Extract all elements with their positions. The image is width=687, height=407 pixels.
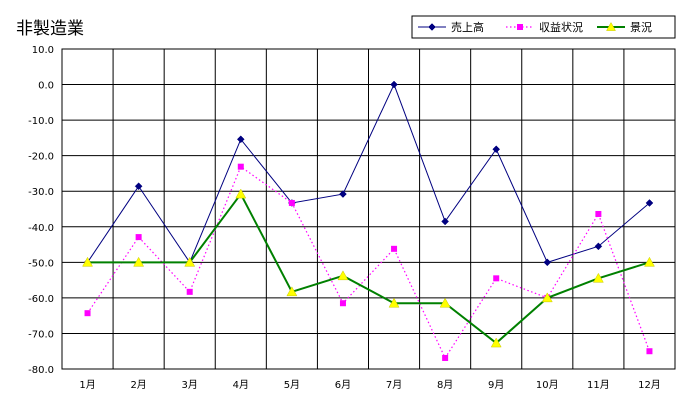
x-tick-label: 6月 xyxy=(335,379,351,391)
data-point-triangle xyxy=(235,188,247,199)
x-tick-label: 1月 xyxy=(79,379,95,391)
vertical-gridlines xyxy=(112,49,625,369)
series-line xyxy=(87,83,650,264)
series-layer xyxy=(82,80,655,361)
x-tick-label: 8月 xyxy=(437,379,453,391)
data-point-diamond xyxy=(390,80,398,89)
x-tick-label: 3月 xyxy=(182,379,198,391)
data-point-triangle xyxy=(184,256,196,267)
data-point-triangle xyxy=(439,297,451,308)
data-point-diamond xyxy=(594,242,603,251)
data-point-diamond xyxy=(543,258,552,267)
y-tick-label: 0.0 xyxy=(38,81,54,92)
data-point-square xyxy=(237,163,244,170)
x-tick-label: 11月 xyxy=(587,379,610,391)
chart-title: 非製造業 xyxy=(16,19,84,39)
y-tick-label: -20.0 xyxy=(28,152,54,163)
legend-box xyxy=(411,15,676,39)
y-tick-label: -60.0 xyxy=(28,294,54,305)
data-point-square xyxy=(646,348,653,355)
data-point-square xyxy=(493,275,500,282)
data-point-square xyxy=(339,300,346,307)
legend: 売上高 収益状況 景況 xyxy=(411,15,676,39)
y-tick-label: -10.0 xyxy=(28,116,54,127)
legend-label: 収益状況 xyxy=(539,20,583,34)
data-point-square xyxy=(391,245,398,252)
data-point-triangle xyxy=(541,292,553,303)
data-point-triangle xyxy=(286,286,298,297)
data-point-diamond xyxy=(645,199,654,207)
data-point-triangle xyxy=(337,270,349,281)
horizontal-gridlines xyxy=(62,84,675,334)
x-tick-label: 2月 xyxy=(130,379,146,391)
y-tick-label: -80.0 xyxy=(28,365,54,376)
data-point-diamond xyxy=(339,190,347,198)
x-tick-label: 9月 xyxy=(488,379,504,391)
x-tick-label: 7月 xyxy=(386,379,402,391)
data-point-diamond xyxy=(492,145,501,154)
x-tick-label: 12月 xyxy=(638,379,661,391)
data-point-square xyxy=(135,234,142,241)
data-point-triangle xyxy=(644,256,655,267)
legend-label: 景況 xyxy=(630,20,652,34)
y-tick-label: 10.0 xyxy=(32,45,54,56)
data-point-diamond xyxy=(134,182,143,191)
data-point-diamond xyxy=(441,217,449,226)
data-point-square xyxy=(84,310,91,317)
y-tick-label: -40.0 xyxy=(28,223,54,234)
y-tick-label: -30.0 xyxy=(28,187,54,198)
data-point-triangle xyxy=(490,337,502,348)
data-point-square xyxy=(442,354,449,361)
x-tick-label: 10月 xyxy=(536,379,559,391)
legend-label: 売上高 xyxy=(451,20,484,34)
y-tick-label: -50.0 xyxy=(28,258,54,269)
y-tick-label: -70.0 xyxy=(28,329,54,340)
series-line xyxy=(87,192,650,345)
y-axis-tick-labels: 10.0 0.0 -10.0 -20.0 -30.0 -40.0 -50.0 -60.0 -70… xyxy=(28,45,54,376)
data-point-diamond xyxy=(428,23,436,31)
x-axis-tick-labels: 1月 2月 3月 4月 5月 6月 7月 8月 9月 10月 11月 12月 xyxy=(79,379,660,391)
data-point-square xyxy=(595,210,602,217)
x-tick-label: 4月 xyxy=(233,379,249,391)
x-tick-label: 5月 xyxy=(284,379,300,391)
data-point-triangle xyxy=(133,256,145,267)
data-point-diamond xyxy=(236,135,245,144)
data-point-triangle xyxy=(82,256,93,267)
series-3 xyxy=(82,188,655,348)
data-point-square xyxy=(517,24,523,30)
data-point-triangle xyxy=(592,272,604,283)
data-point-square xyxy=(288,199,295,206)
data-point-square xyxy=(186,288,193,295)
data-point-triangle xyxy=(388,297,400,308)
data-point-triangle xyxy=(606,21,616,31)
